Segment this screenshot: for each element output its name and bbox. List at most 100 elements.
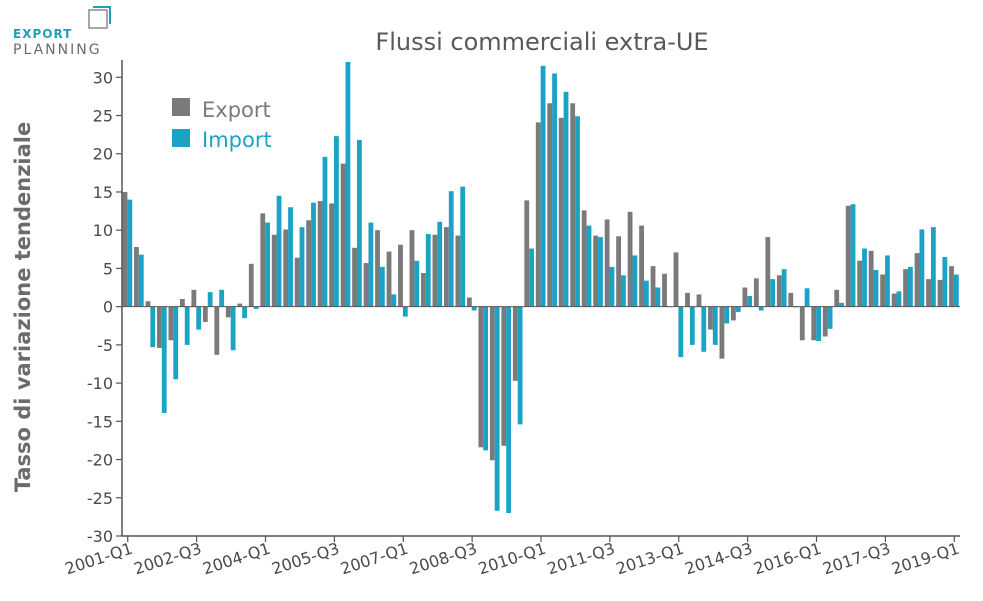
logo-line1: EXPORT <box>13 27 72 41</box>
import-bar-2010-Q3 <box>563 91 569 307</box>
import-bar-2007-Q4 <box>437 221 443 307</box>
import-bar-2017-Q3 <box>885 255 890 307</box>
import-bar-2002-Q3 <box>196 306 202 330</box>
x-tick-label: 2008-Q3 <box>407 539 479 579</box>
export-bar-2018-Q2 <box>914 253 920 307</box>
export-bar-2004-Q2 <box>271 234 277 307</box>
import-bar-2008-Q1 <box>448 191 454 307</box>
import-bar-2014-Q3 <box>747 295 753 307</box>
export-bar-2009-Q2 <box>501 306 507 446</box>
import-bar-2001-Q2 <box>138 254 144 307</box>
import-bar-2007-Q2 <box>414 260 420 307</box>
export-bar-2018-Q1 <box>903 269 908 307</box>
import-bar-2005-Q3 <box>334 136 339 307</box>
import-bar-2018-Q1 <box>908 266 913 307</box>
import-bar-2002-Q1 <box>173 306 179 380</box>
import-bar-2013-Q1 <box>678 306 684 358</box>
export-bar-2013-Q4 <box>708 306 713 330</box>
import-bar-2014-Q2 <box>735 306 741 312</box>
x-tick-label: 2010-Q1 <box>476 539 548 579</box>
import-bar-2004-Q4 <box>299 227 305 307</box>
export-bar-2016-Q1 <box>811 306 817 341</box>
x-tick-label: 2004-Q1 <box>200 539 272 579</box>
import-bar-2005-Q2 <box>322 156 328 307</box>
import-bar-2013-Q2 <box>689 306 695 345</box>
export-bar-2001-Q3 <box>145 301 151 307</box>
export-bar-2002-Q4 <box>202 306 208 322</box>
export-bar-2006-Q1 <box>352 247 357 307</box>
import-bar-2004-Q3 <box>288 207 293 307</box>
import-bar-2014-Q4 <box>758 306 764 311</box>
import-bar-2011-Q1 <box>586 225 592 307</box>
import-bar-2010-Q2 <box>552 73 557 307</box>
export-bar-2015-Q1 <box>765 237 771 307</box>
export-bar-2017-Q3 <box>880 274 886 307</box>
export-bar-2001-Q1 <box>122 191 128 307</box>
import-bar-2006-Q4 <box>391 294 397 307</box>
export-bar-2011-Q3 <box>604 219 610 307</box>
y-tick-label: 30 <box>93 68 113 87</box>
import-bar-2008-Q4 <box>483 306 489 451</box>
y-tick-label: 10 <box>93 221 113 240</box>
x-tick-label: 2011-Q3 <box>545 539 617 579</box>
export-bar-2002-Q2 <box>179 299 185 307</box>
export-bar-2015-Q3 <box>788 292 794 307</box>
export-bar-2019-Q1 <box>949 266 954 307</box>
import-bar-2009-Q3 <box>517 306 523 425</box>
import-bar-2003-Q4 <box>253 306 259 309</box>
export-bar-2012-Q2 <box>639 225 644 307</box>
import-bar-2011-Q2 <box>598 237 603 307</box>
export-bar-2009-Q3 <box>512 306 518 381</box>
bars-group <box>122 62 959 514</box>
export-bar-2008-Q2 <box>455 235 461 307</box>
export-bar-2016-Q4 <box>845 205 851 307</box>
import-bar-2019-Q1 <box>953 274 959 307</box>
import-bar-2005-Q4 <box>345 62 351 307</box>
export-bar-2007-Q4 <box>432 234 438 307</box>
export-bar-2011-Q4 <box>616 236 622 307</box>
export-bar-2006-Q3 <box>375 230 380 307</box>
export-bar-2004-Q3 <box>283 229 289 307</box>
x-tick-label: 2014-Q3 <box>683 539 755 579</box>
y-tick-label: -20 <box>87 451 113 470</box>
export-bar-2004-Q1 <box>260 213 266 307</box>
export-bar-2010-Q1 <box>535 122 541 307</box>
export-bar-2003-Q1 <box>214 306 220 355</box>
import-bar-2007-Q3 <box>425 234 431 307</box>
y-tick-label: 0 <box>103 298 113 317</box>
export-bar-2001-Q4 <box>157 306 162 348</box>
import-bar-2017-Q4 <box>896 291 902 307</box>
import-bar-2002-Q2 <box>184 306 190 345</box>
import-bar-2011-Q4 <box>621 275 626 307</box>
import-bar-2014-Q1 <box>724 306 730 324</box>
import-bar-2017-Q2 <box>873 269 879 307</box>
import-bar-2001-Q4 <box>161 306 167 413</box>
export-bar-2014-Q1 <box>719 306 725 359</box>
export-bar-2013-Q2 <box>685 292 690 307</box>
export-bar-2010-Q4 <box>570 103 576 307</box>
legend-import-label: Import <box>202 128 272 152</box>
export-bar-2007-Q2 <box>409 230 415 307</box>
import-bar-2015-Q1 <box>770 279 776 307</box>
export-bar-2006-Q2 <box>363 263 369 307</box>
y-tick-label: -10 <box>87 374 113 393</box>
export-bar-2014-Q3 <box>742 287 748 307</box>
y-axis-label: Tasso di variazione tendenziale <box>11 122 35 493</box>
import-bar-2009-Q1 <box>494 306 500 511</box>
export-bar-2012-Q1 <box>627 211 633 307</box>
import-bar-2018-Q3 <box>930 227 936 307</box>
legend-import-swatch <box>172 129 190 147</box>
import-bar-2006-Q2 <box>368 222 374 307</box>
export-bar-2017-Q2 <box>868 250 874 307</box>
import-bar-2016-Q1 <box>816 306 821 342</box>
import-bar-2002-Q4 <box>207 292 213 307</box>
y-tick-label: -30 <box>87 527 113 546</box>
x-tick-label: 2007-Q1 <box>338 539 410 579</box>
export-bar-2008-Q1 <box>444 227 449 307</box>
export-bar-2013-Q1 <box>673 252 679 307</box>
export-bar-2016-Q2 <box>822 306 828 337</box>
import-bar-2012-Q1 <box>632 255 638 307</box>
export-bar-2012-Q3 <box>650 266 656 307</box>
import-bar-2012-Q3 <box>655 287 661 307</box>
